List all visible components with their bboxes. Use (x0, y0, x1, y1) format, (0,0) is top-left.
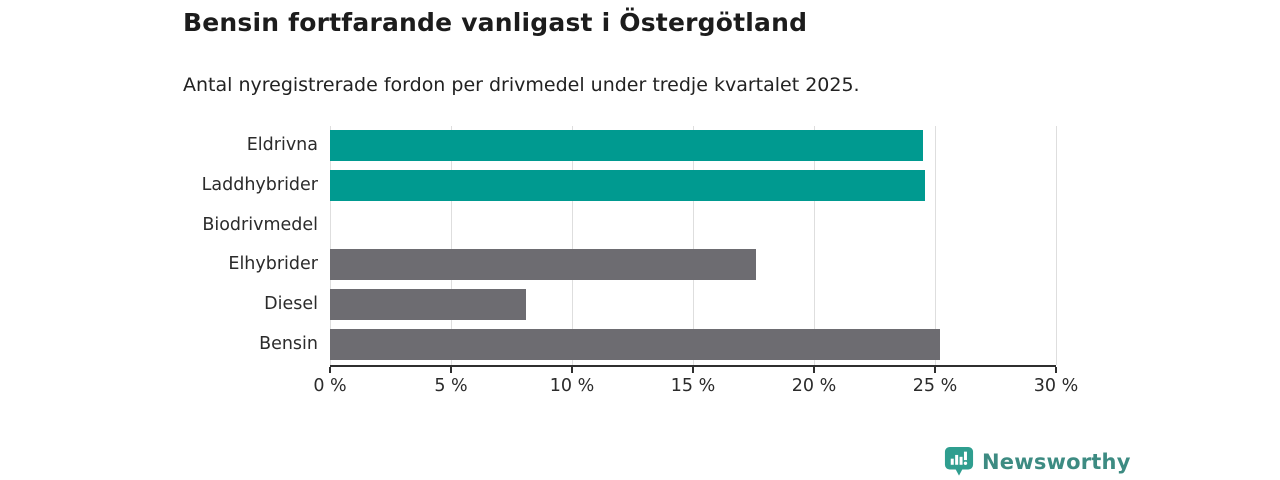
x-axis-tick (450, 367, 452, 373)
brand-logo: Newsworthy (944, 446, 1131, 477)
x-axis-tick (329, 367, 331, 373)
bar-diesel (330, 289, 527, 320)
gridline (1056, 126, 1057, 365)
x-axis-tick-label: 10 % (549, 376, 595, 396)
x-axis-tick (813, 367, 815, 373)
category-label-bensin: Bensin (259, 333, 318, 354)
x-axis-tick-label: 30 % (1033, 376, 1079, 396)
x-axis-tick-label: 5 % (434, 376, 468, 396)
gridline (330, 126, 331, 365)
x-axis-tick (571, 367, 573, 373)
gridline (572, 126, 573, 365)
x-axis-line (330, 365, 1056, 367)
plot-area (330, 126, 1057, 365)
gridline (451, 126, 452, 365)
x-axis-tick-label: 25 % (912, 376, 958, 396)
category-label-biodrivmedel: Biodrivmedel (202, 214, 318, 235)
category-label-elhybrider: Elhybrider (228, 254, 318, 275)
bar-laddhybrider (330, 169, 926, 201)
category-label-laddhybrider: Laddhybrider (201, 174, 318, 195)
x-axis: 0 % 5 % 10 % 15 % 20 % 25 % 30 % (313, 365, 1078, 405)
x-axis-tick-label: 15 % (670, 376, 716, 396)
gridline (693, 126, 694, 365)
gridline (935, 126, 936, 365)
category-labels: Eldrivna Laddhybrider Biodrivmedel Elhybrid… (0, 126, 318, 365)
chart-subtitle: Antal nyregistrerade fordon per drivmede… (183, 74, 860, 96)
bar-eldrivna (330, 130, 923, 161)
newsworthy-chart-bubble-icon (944, 446, 974, 476)
gridline (814, 126, 815, 365)
bar-elhybrider (330, 249, 756, 281)
x-axis-tick (1055, 367, 1057, 373)
brand-name: Newsworthy (982, 449, 1131, 474)
category-label-eldrivna: Eldrivna (246, 135, 318, 155)
chart-title: Bensin fortfarande vanligast i Östergötl… (183, 8, 808, 37)
x-axis-tick-label: 0 % (313, 376, 347, 396)
x-axis-tick (934, 367, 936, 373)
bar-bensin (330, 328, 940, 360)
x-axis-tick-label: 20 % (791, 376, 837, 396)
category-label-diesel: Diesel (264, 294, 318, 314)
x-axis-tick (692, 367, 694, 373)
